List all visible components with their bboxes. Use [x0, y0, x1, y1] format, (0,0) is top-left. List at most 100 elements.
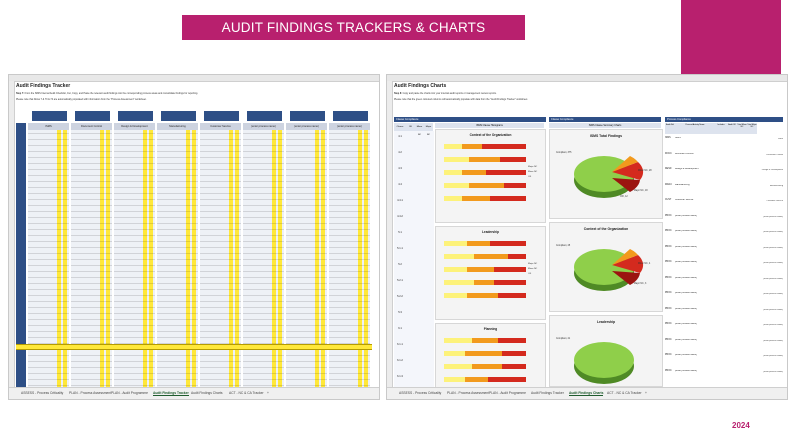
sheet-tab[interactable]: Audit Findings Tracker — [531, 391, 564, 395]
grid-line — [71, 337, 112, 338]
grid-line — [114, 151, 155, 152]
grid-line — [329, 205, 370, 206]
clause-cell: 5.2.2 — [397, 295, 403, 298]
grid-line — [243, 169, 284, 170]
process-section[interactable]: Manufacturing — [157, 123, 198, 392]
grid-line — [114, 235, 155, 236]
grid-line — [71, 283, 112, 284]
grid-line — [114, 181, 155, 182]
sheet-tab[interactable]: Audit Findings Tracker — [153, 391, 189, 396]
grid-line — [286, 373, 327, 374]
sheet-tab[interactable]: ACT - NC & CA Tracker — [607, 391, 642, 395]
grid-line — [157, 361, 198, 362]
sheet-tab[interactable]: PLAN - Process Assessment — [447, 391, 490, 395]
grid-line — [114, 211, 155, 212]
sheet-tab[interactable]: Audit Findings Charts — [191, 391, 223, 395]
process-section[interactable]: Design & Development — [114, 123, 155, 392]
grid-line — [157, 157, 198, 158]
sheet-tab[interactable]: + — [267, 391, 269, 395]
grid-line — [286, 229, 327, 230]
process-name-cell: (enter process name) — [675, 276, 697, 279]
grid-line — [114, 331, 155, 332]
pie-data-label: Major NC, 18 — [634, 190, 648, 192]
grid-line — [28, 205, 69, 206]
grid-line — [71, 193, 112, 194]
grid-line — [329, 211, 370, 212]
grid-line — [157, 337, 198, 338]
process-section-title: (enter process name) — [329, 123, 370, 130]
grid-line — [114, 373, 155, 374]
process-section[interactable]: (enter process name) — [286, 123, 327, 392]
process-table-header: Process/Activity Name — [675, 123, 716, 134]
sheet-tab[interactable]: Audit Findings Charts — [569, 391, 604, 396]
sheet-tab-bar: ASSESS - Process Criticality PLAN - Proce… — [387, 387, 787, 399]
grid-line — [286, 247, 327, 248]
row-header-bar — [9, 81, 15, 387]
clause-panel-header: Clause Compliance — [394, 117, 546, 122]
process-name-cell: Manufacturing — [675, 183, 690, 186]
process-ref-cell: PROC — [665, 261, 672, 263]
grid-line — [200, 265, 241, 266]
grid-line — [157, 265, 198, 266]
grid-line — [71, 259, 112, 260]
process-table[interactable]: Audit Ref Process/Activity Name Includes Au… — [665, 123, 783, 388]
grid-line — [200, 145, 241, 146]
grid-line — [157, 145, 198, 146]
grid-line — [200, 151, 241, 152]
process-section[interactable]: (enter process name) — [329, 123, 370, 392]
grid-line — [286, 343, 327, 344]
sheet-tab[interactable]: ACT - NC & CA Tracker — [229, 391, 264, 395]
grid-line — [71, 181, 112, 182]
tracker-grid[interactable]: ISMS Document Control Design & Development… — [16, 111, 372, 392]
sheet-tab[interactable]: PLAN - Audit Programme — [111, 391, 149, 395]
grid-line — [157, 133, 198, 134]
accent-block — [681, 0, 781, 76]
process-ref-cell: PROC — [665, 338, 672, 341]
grid-line — [71, 313, 112, 314]
sheet-tab[interactable]: ASSESS - Process Criticality — [399, 391, 442, 395]
sheet-tab[interactable]: ASSESS - Process Criticality — [21, 391, 64, 395]
grid-line — [28, 325, 69, 326]
grid-line — [329, 343, 370, 344]
grid-line — [28, 217, 69, 218]
grid-line — [329, 283, 370, 284]
grid-line — [243, 133, 284, 134]
grid-line — [157, 169, 198, 170]
grid-line — [243, 247, 284, 248]
grid-line — [286, 163, 327, 164]
sheet-tab[interactable]: PLAN - Audit Programme — [489, 391, 527, 395]
bar-legend-item: OK — [528, 176, 532, 178]
bar-segment-major — [494, 267, 526, 272]
pie-chart-title: Leadership — [596, 320, 616, 324]
process-section[interactable]: Customer Service — [200, 123, 241, 392]
grid-line — [157, 253, 198, 254]
process-section[interactable]: Document Control — [71, 123, 112, 392]
grid-line — [329, 247, 370, 248]
grid-line — [329, 145, 370, 146]
grid-line — [329, 223, 370, 224]
sheet-tab[interactable]: PLAN - Process Assessment — [69, 391, 112, 395]
grid-line — [114, 133, 155, 134]
grid-line — [114, 283, 155, 284]
grid-line — [286, 313, 327, 314]
grid-line — [243, 199, 284, 200]
clause-table[interactable]: Clause OK Minor NC Major NC 4.1 4.2 4.3 4.4 4.4.… — [394, 123, 434, 388]
grid-line — [28, 265, 69, 266]
grid-line — [71, 385, 112, 386]
grid-line — [329, 373, 370, 374]
footer-year: 2024 — [732, 421, 750, 430]
grid-line — [114, 223, 155, 224]
grid-line — [200, 343, 241, 344]
process-name-echo: (enter process name) — [763, 308, 783, 311]
bar-legend-item: Minor NC — [528, 268, 538, 270]
grid-line — [286, 367, 327, 368]
grid-line — [71, 169, 112, 170]
process-section[interactable]: (enter process name) — [243, 123, 284, 392]
process-section[interactable]: ISMS — [28, 123, 69, 392]
grid-line — [28, 319, 69, 320]
grid-line — [114, 271, 155, 272]
sheet-tab[interactable]: + — [645, 391, 647, 395]
finding-column — [278, 130, 282, 387]
grid-line — [200, 163, 241, 164]
grid-line — [329, 259, 370, 260]
